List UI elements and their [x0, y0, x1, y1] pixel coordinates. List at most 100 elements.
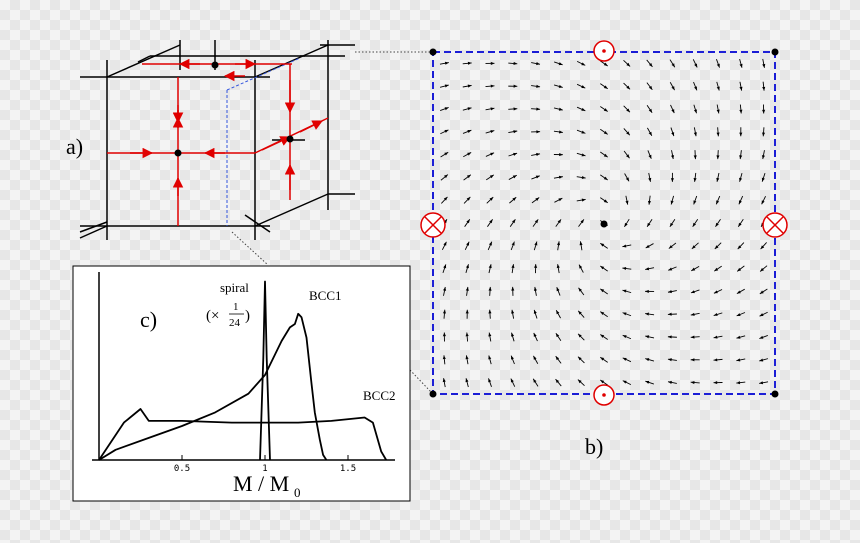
vector-arrowhead	[467, 152, 472, 156]
vector-arrowhead	[600, 243, 605, 247]
vector-arrowhead	[533, 332, 537, 337]
vector-arrowhead	[759, 290, 764, 294]
vector-arrowhead	[490, 61, 495, 65]
vector-arrowhead	[489, 219, 493, 224]
x-tick-label: 0.5	[174, 464, 190, 474]
vector-arrowhead	[759, 381, 764, 385]
vector-arrowhead	[626, 154, 630, 159]
vector-arrowhead	[534, 264, 538, 268]
vector-arrowhead	[645, 380, 650, 384]
vector-arrowhead	[716, 86, 720, 91]
vector-arrowhead	[488, 309, 492, 314]
vector-arrowhead	[603, 108, 608, 112]
vector-arrows	[439, 58, 769, 388]
vector-arrowhead	[444, 129, 449, 133]
vector-arrowhead	[511, 286, 515, 291]
vector-arrowhead	[622, 312, 627, 316]
vector-arrowhead	[716, 63, 720, 68]
vector-arrowhead	[739, 63, 743, 68]
vector-arrowhead	[693, 178, 697, 182]
vector-arrowhead	[736, 313, 741, 316]
vector-arrowhead	[671, 155, 675, 160]
lattice-node	[174, 149, 182, 157]
vector-arrowhead	[577, 379, 582, 384]
vector-arrowhead	[490, 107, 495, 111]
vector-arrowhead	[739, 132, 743, 137]
vector-arrowhead	[466, 219, 470, 224]
vector-arrowhead	[488, 264, 492, 269]
vector-arrowhead	[671, 63, 675, 68]
vector-arrowhead	[558, 175, 563, 179]
vector-arrowhead	[715, 222, 719, 227]
vector-arrowhead	[536, 107, 541, 111]
vector-arrowhead	[671, 86, 675, 91]
vector-arrowhead	[558, 62, 563, 66]
vector-arrowhead	[716, 132, 720, 137]
vector-arrowhead	[558, 198, 563, 202]
vector-arrowhead	[465, 355, 469, 360]
vector-arrowhead	[581, 175, 586, 180]
vector-arrowhead	[442, 378, 446, 383]
vector-arrowhead	[761, 155, 765, 160]
scale-denominator: 24	[229, 317, 241, 329]
series-label-bcc2: BCC2	[363, 388, 396, 403]
scale-prefix: (×	[206, 308, 219, 324]
vector-arrowhead	[444, 107, 449, 111]
vector-arrowhead	[645, 244, 650, 249]
vector-arrowhead	[694, 63, 698, 68]
vector-arrowhead	[465, 286, 469, 291]
vector-arrowhead	[693, 109, 697, 114]
vector-arrowhead	[580, 219, 584, 224]
vector-arrowhead	[444, 152, 449, 156]
vector-arrowhead	[736, 335, 741, 339]
vector-arrowhead	[690, 290, 695, 294]
vector-arrowhead	[512, 197, 517, 201]
vector-arrowhead	[488, 355, 492, 360]
vector-arrowhead	[739, 177, 743, 182]
vector-arrowhead	[558, 130, 563, 134]
vector-arrowhead	[739, 86, 743, 91]
x-ticks: 0.5 1 1.5	[174, 455, 356, 474]
vector-arrowhead	[759, 335, 764, 339]
vector-arrowhead	[466, 196, 471, 201]
vector-arrowhead	[443, 219, 447, 224]
vector-arrowhead	[467, 107, 472, 111]
vector-arrowhead	[579, 241, 583, 246]
scale-suffix: )	[245, 308, 250, 324]
vector-arrowhead	[622, 244, 627, 248]
vector-arrowhead	[667, 312, 672, 316]
vector-arrowhead	[645, 312, 649, 316]
vector-arrowhead	[511, 355, 514, 360]
vector-arrowhead	[714, 267, 719, 272]
vector-arrowhead	[490, 130, 495, 134]
vector-arrowhead	[690, 312, 695, 316]
vector-arrowhead	[690, 335, 695, 339]
vector-arrowhead	[760, 245, 765, 250]
vector-arrowhead	[622, 266, 627, 271]
vector-arrowhead	[533, 286, 537, 291]
vector-arrowhead	[555, 333, 560, 338]
vector-arrowhead	[713, 381, 718, 385]
vector-arrowhead	[467, 84, 472, 88]
vector-arrowhead	[488, 332, 492, 337]
vector-arrowhead	[670, 178, 674, 182]
lattice-node	[211, 61, 219, 69]
vector-arrowhead	[626, 131, 630, 136]
vector-arrowhead	[536, 152, 541, 156]
vector-arrowhead	[716, 200, 720, 205]
vector-arrowhead	[578, 287, 582, 292]
into-plane-cross-icon	[420, 212, 446, 238]
vector-arrowhead	[694, 86, 697, 91]
vector-arrowhead	[555, 379, 560, 383]
vector-arrowhead	[693, 155, 697, 160]
vector-arrowhead	[581, 130, 586, 134]
vector-arrowhead	[762, 109, 766, 114]
vector-arrowhead	[648, 85, 653, 90]
vector-arrowhead	[622, 357, 627, 361]
inset-box	[72, 265, 411, 502]
vector-arrowhead	[465, 309, 469, 314]
vector-arrowhead	[577, 356, 582, 361]
vector-arrowhead	[716, 109, 720, 114]
vector-arrowhead	[761, 177, 765, 182]
vector-arrowhead	[603, 62, 608, 66]
